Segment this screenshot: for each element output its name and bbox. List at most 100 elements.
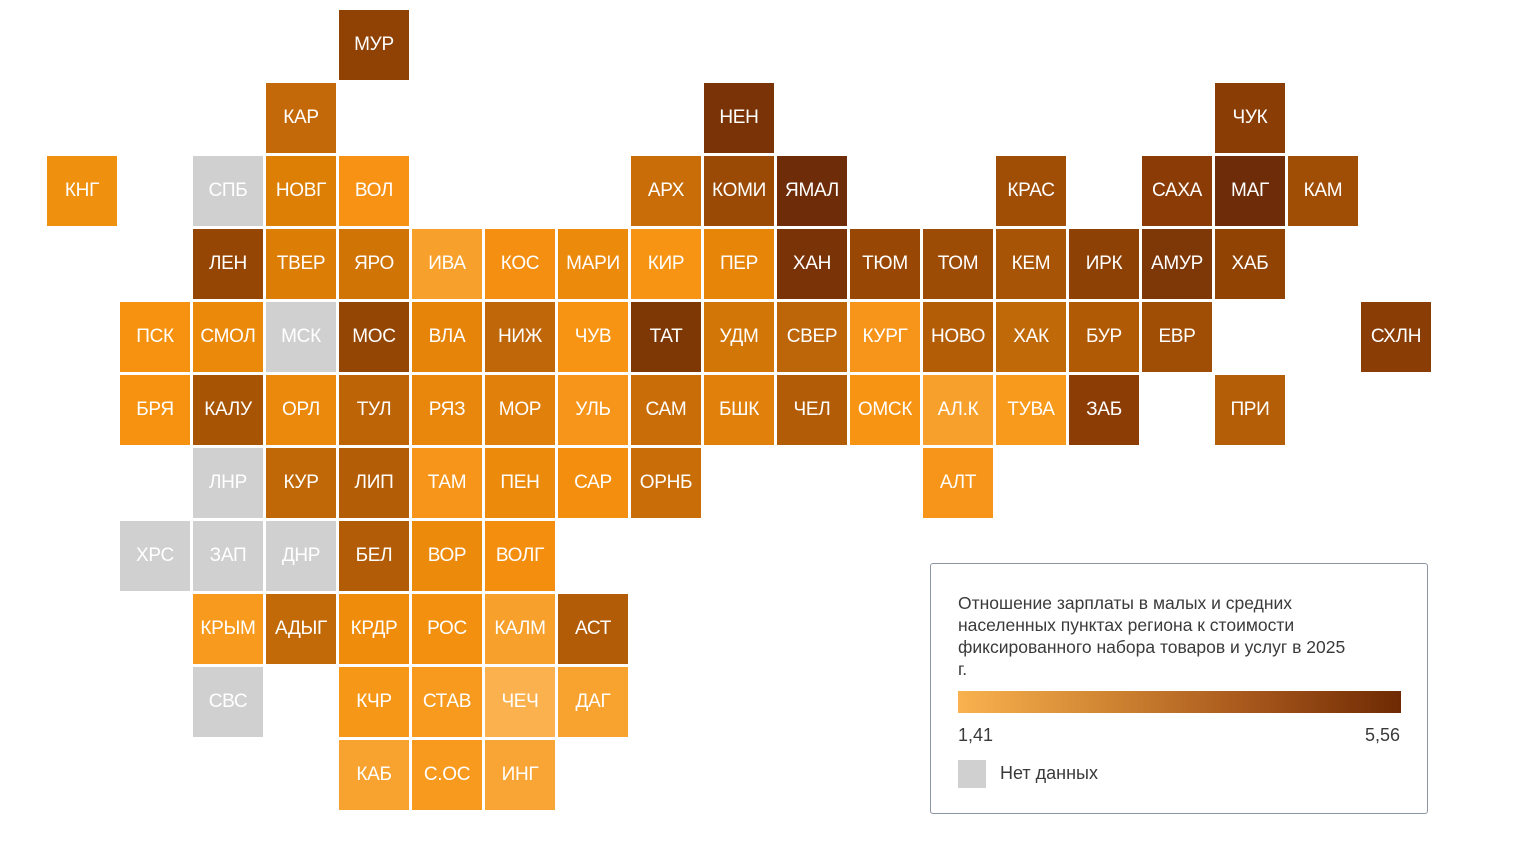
region-tile[interactable]: НЕН: [704, 83, 774, 153]
region-tile[interactable]: ТЮМ: [850, 229, 920, 299]
region-tile[interactable]: УДМ: [704, 302, 774, 372]
region-label: АЛ.К: [937, 399, 979, 420]
region-tile[interactable]: ПСК: [120, 302, 190, 372]
region-tile[interactable]: ИРК: [1069, 229, 1139, 299]
region-tile[interactable]: КОМИ: [704, 156, 774, 226]
region-tile[interactable]: УЛЬ: [558, 375, 628, 445]
region-tile[interactable]: МАГ: [1215, 156, 1285, 226]
region-tile[interactable]: ТУВА: [996, 375, 1066, 445]
region-tile[interactable]: КУРГ: [850, 302, 920, 372]
region-tile[interactable]: БШК: [704, 375, 774, 445]
region-tile[interactable]: АЛТ: [923, 448, 993, 518]
region-tile[interactable]: АМУР: [1142, 229, 1212, 299]
region-label: ДНР: [281, 545, 321, 566]
region-tile[interactable]: ЯРО: [339, 229, 409, 299]
region-tile[interactable]: КАЛМ: [485, 594, 555, 664]
region-tile[interactable]: ЛЕН: [193, 229, 263, 299]
region-tile[interactable]: САМ: [631, 375, 701, 445]
region-tile[interactable]: АРХ: [631, 156, 701, 226]
region-label: РОС: [427, 618, 467, 639]
region-tile[interactable]: КАМ: [1288, 156, 1358, 226]
region-label: КРЫМ: [200, 618, 256, 639]
region-tile[interactable]: МОС: [339, 302, 409, 372]
region-tile[interactable]: БЕЛ: [339, 521, 409, 591]
region-tile[interactable]: САР: [558, 448, 628, 518]
region-tile[interactable]: БРЯ: [120, 375, 190, 445]
region-tile[interactable]: РЯЗ: [412, 375, 482, 445]
region-tile[interactable]: ЛИП: [339, 448, 409, 518]
region-tile[interactable]: ИВА: [412, 229, 482, 299]
region-tile[interactable]: СВС: [193, 667, 263, 737]
region-tile[interactable]: АДЫГ: [266, 594, 336, 664]
region-tile[interactable]: ТВЕР: [266, 229, 336, 299]
region-label: ХАБ: [1231, 253, 1269, 274]
region-tile[interactable]: ПЕН: [485, 448, 555, 518]
region-label: ВОЛ: [354, 180, 394, 201]
region-label: ЛЕН: [209, 253, 247, 274]
region-tile[interactable]: НОВО: [923, 302, 993, 372]
region-tile[interactable]: ЗАБ: [1069, 375, 1139, 445]
region-tile[interactable]: ВОЛ: [339, 156, 409, 226]
region-tile[interactable]: ЛНР: [193, 448, 263, 518]
region-tile[interactable]: АСТ: [558, 594, 628, 664]
region-tile[interactable]: ТАТ: [631, 302, 701, 372]
region-tile[interactable]: НИЖ: [485, 302, 555, 372]
region-tile[interactable]: ХАБ: [1215, 229, 1285, 299]
region-tile[interactable]: АЛ.К: [923, 375, 993, 445]
region-tile[interactable]: ЧЕЧ: [485, 667, 555, 737]
region-tile[interactable]: КАБ: [339, 740, 409, 810]
region-tile[interactable]: КНГ: [47, 156, 117, 226]
region-tile[interactable]: КУР: [266, 448, 336, 518]
region-tile[interactable]: ТОМ: [923, 229, 993, 299]
region-tile[interactable]: НОВГ: [266, 156, 336, 226]
region-tile[interactable]: ЧЕЛ: [777, 375, 847, 445]
region-label: ТОМ: [937, 253, 979, 274]
region-tile[interactable]: КРЫМ: [193, 594, 263, 664]
region-tile[interactable]: КРДР: [339, 594, 409, 664]
region-tile[interactable]: МУР: [339, 10, 409, 80]
region-tile[interactable]: ХАК: [996, 302, 1066, 372]
region-tile[interactable]: КИР: [631, 229, 701, 299]
region-tile[interactable]: ДНР: [266, 521, 336, 591]
region-tile[interactable]: ПРИ: [1215, 375, 1285, 445]
region-tile[interactable]: БУР: [1069, 302, 1139, 372]
region-tile[interactable]: ВОЛГ: [485, 521, 555, 591]
region-tile[interactable]: ДАГ: [558, 667, 628, 737]
region-tile[interactable]: ВЛА: [412, 302, 482, 372]
region-label: ТУВА: [1007, 399, 1055, 420]
region-tile[interactable]: КРАС: [996, 156, 1066, 226]
region-tile[interactable]: МОР: [485, 375, 555, 445]
region-tile[interactable]: ТУЛ: [339, 375, 409, 445]
region-tile[interactable]: ОРЛ: [266, 375, 336, 445]
region-tile[interactable]: СВЕР: [777, 302, 847, 372]
region-tile[interactable]: КАР: [266, 83, 336, 153]
region-tile[interactable]: ХАН: [777, 229, 847, 299]
region-tile[interactable]: МСК: [266, 302, 336, 372]
region-tile[interactable]: ЗАП: [193, 521, 263, 591]
region-tile[interactable]: ЧУК: [1215, 83, 1285, 153]
region-tile[interactable]: ВОР: [412, 521, 482, 591]
region-tile[interactable]: ТАМ: [412, 448, 482, 518]
region-tile[interactable]: САХА: [1142, 156, 1212, 226]
region-tile[interactable]: ЧУВ: [558, 302, 628, 372]
no-data-label: Нет данных: [1000, 763, 1098, 783]
region-tile[interactable]: РОС: [412, 594, 482, 664]
region-tile[interactable]: ПЕР: [704, 229, 774, 299]
region-tile[interactable]: КЧР: [339, 667, 409, 737]
region-tile[interactable]: СПБ: [193, 156, 263, 226]
region-tile[interactable]: СМОЛ: [193, 302, 263, 372]
region-tile[interactable]: С.ОС: [412, 740, 482, 810]
region-tile[interactable]: СХЛН: [1361, 302, 1431, 372]
region-tile[interactable]: СТАВ: [412, 667, 482, 737]
region-tile[interactable]: МАРИ: [558, 229, 628, 299]
region-tile[interactable]: ОМСК: [850, 375, 920, 445]
region-tile[interactable]: ОРНБ: [631, 448, 701, 518]
region-tile[interactable]: ИНГ: [485, 740, 555, 810]
region-tile[interactable]: ЕВР: [1142, 302, 1212, 372]
region-tile[interactable]: КОС: [485, 229, 555, 299]
region-tile[interactable]: КАЛУ: [193, 375, 263, 445]
region-label: КАР: [283, 107, 319, 128]
region-tile[interactable]: ЯМАЛ: [777, 156, 847, 226]
region-tile[interactable]: КЕМ: [996, 229, 1066, 299]
region-tile[interactable]: ХРС: [120, 521, 190, 591]
